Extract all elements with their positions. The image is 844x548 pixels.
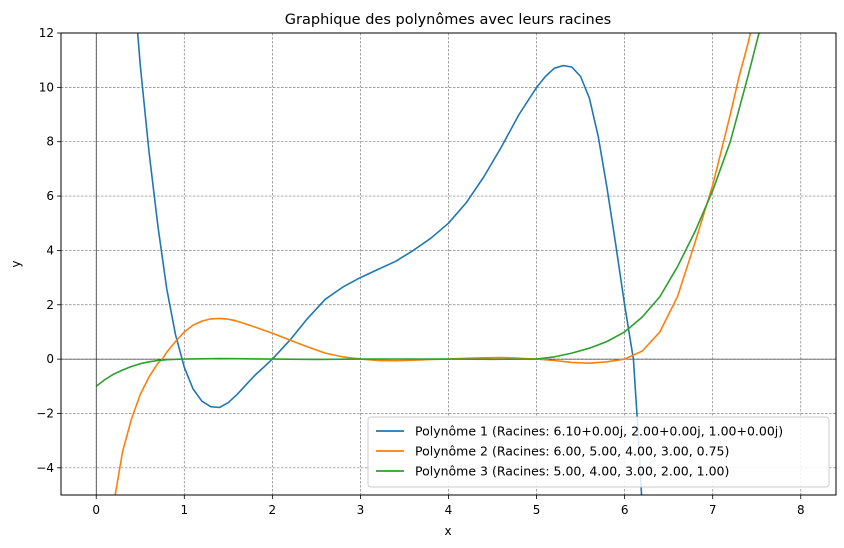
x-tick-label: 4 bbox=[445, 503, 453, 517]
x-tick-label: 3 bbox=[357, 503, 365, 517]
y-tick-label: 0 bbox=[46, 352, 54, 366]
legend-label-1: Polynôme 1 (Racines: 6.10+0.00j, 2.00+0.… bbox=[415, 424, 783, 439]
legend-label-2: Polynôme 2 (Racines: 6.00, 5.00, 4.00, 3… bbox=[415, 444, 729, 459]
x-tick-label: 6 bbox=[621, 503, 629, 517]
x-axis-label: x bbox=[444, 524, 451, 538]
y-axis-ticks: −4 −2 0 2 4 6 8 10 12 bbox=[36, 26, 61, 475]
y-tick-label: 12 bbox=[39, 26, 54, 40]
y-axis-label: y bbox=[9, 260, 23, 267]
y-tick-label: 2 bbox=[46, 298, 54, 312]
series-line-2 bbox=[114, 33, 752, 495]
y-tick-label: −4 bbox=[36, 461, 54, 475]
x-tick-label: 1 bbox=[180, 503, 188, 517]
x-tick-label: 8 bbox=[797, 503, 805, 517]
y-tick-label: 8 bbox=[46, 135, 54, 149]
x-axis-ticks: 0 1 2 3 4 5 6 7 8 bbox=[92, 495, 805, 517]
series-lines bbox=[95, 33, 760, 495]
y-tick-label: 6 bbox=[46, 189, 54, 203]
y-tick-label: 4 bbox=[46, 243, 54, 257]
series-line-1 bbox=[136, 33, 643, 495]
x-tick-label: 2 bbox=[269, 503, 277, 517]
legend-box bbox=[367, 416, 830, 488]
x-tick-label: 0 bbox=[92, 503, 100, 517]
legend: Polynôme 1 (Racines: 6.10+0.00j, 2.00+0.… bbox=[367, 416, 830, 488]
x-tick-label: 5 bbox=[533, 503, 541, 517]
chart-title: Graphique des polynômes avec leurs racin… bbox=[285, 12, 611, 28]
y-tick-label: −2 bbox=[36, 406, 54, 420]
series-line-3 bbox=[95, 33, 760, 387]
y-tick-label: 10 bbox=[39, 80, 54, 94]
x-tick-label: 7 bbox=[709, 503, 717, 517]
legend-label-3: Polynôme 3 (Racines: 5.00, 4.00, 3.00, 2… bbox=[415, 464, 729, 479]
